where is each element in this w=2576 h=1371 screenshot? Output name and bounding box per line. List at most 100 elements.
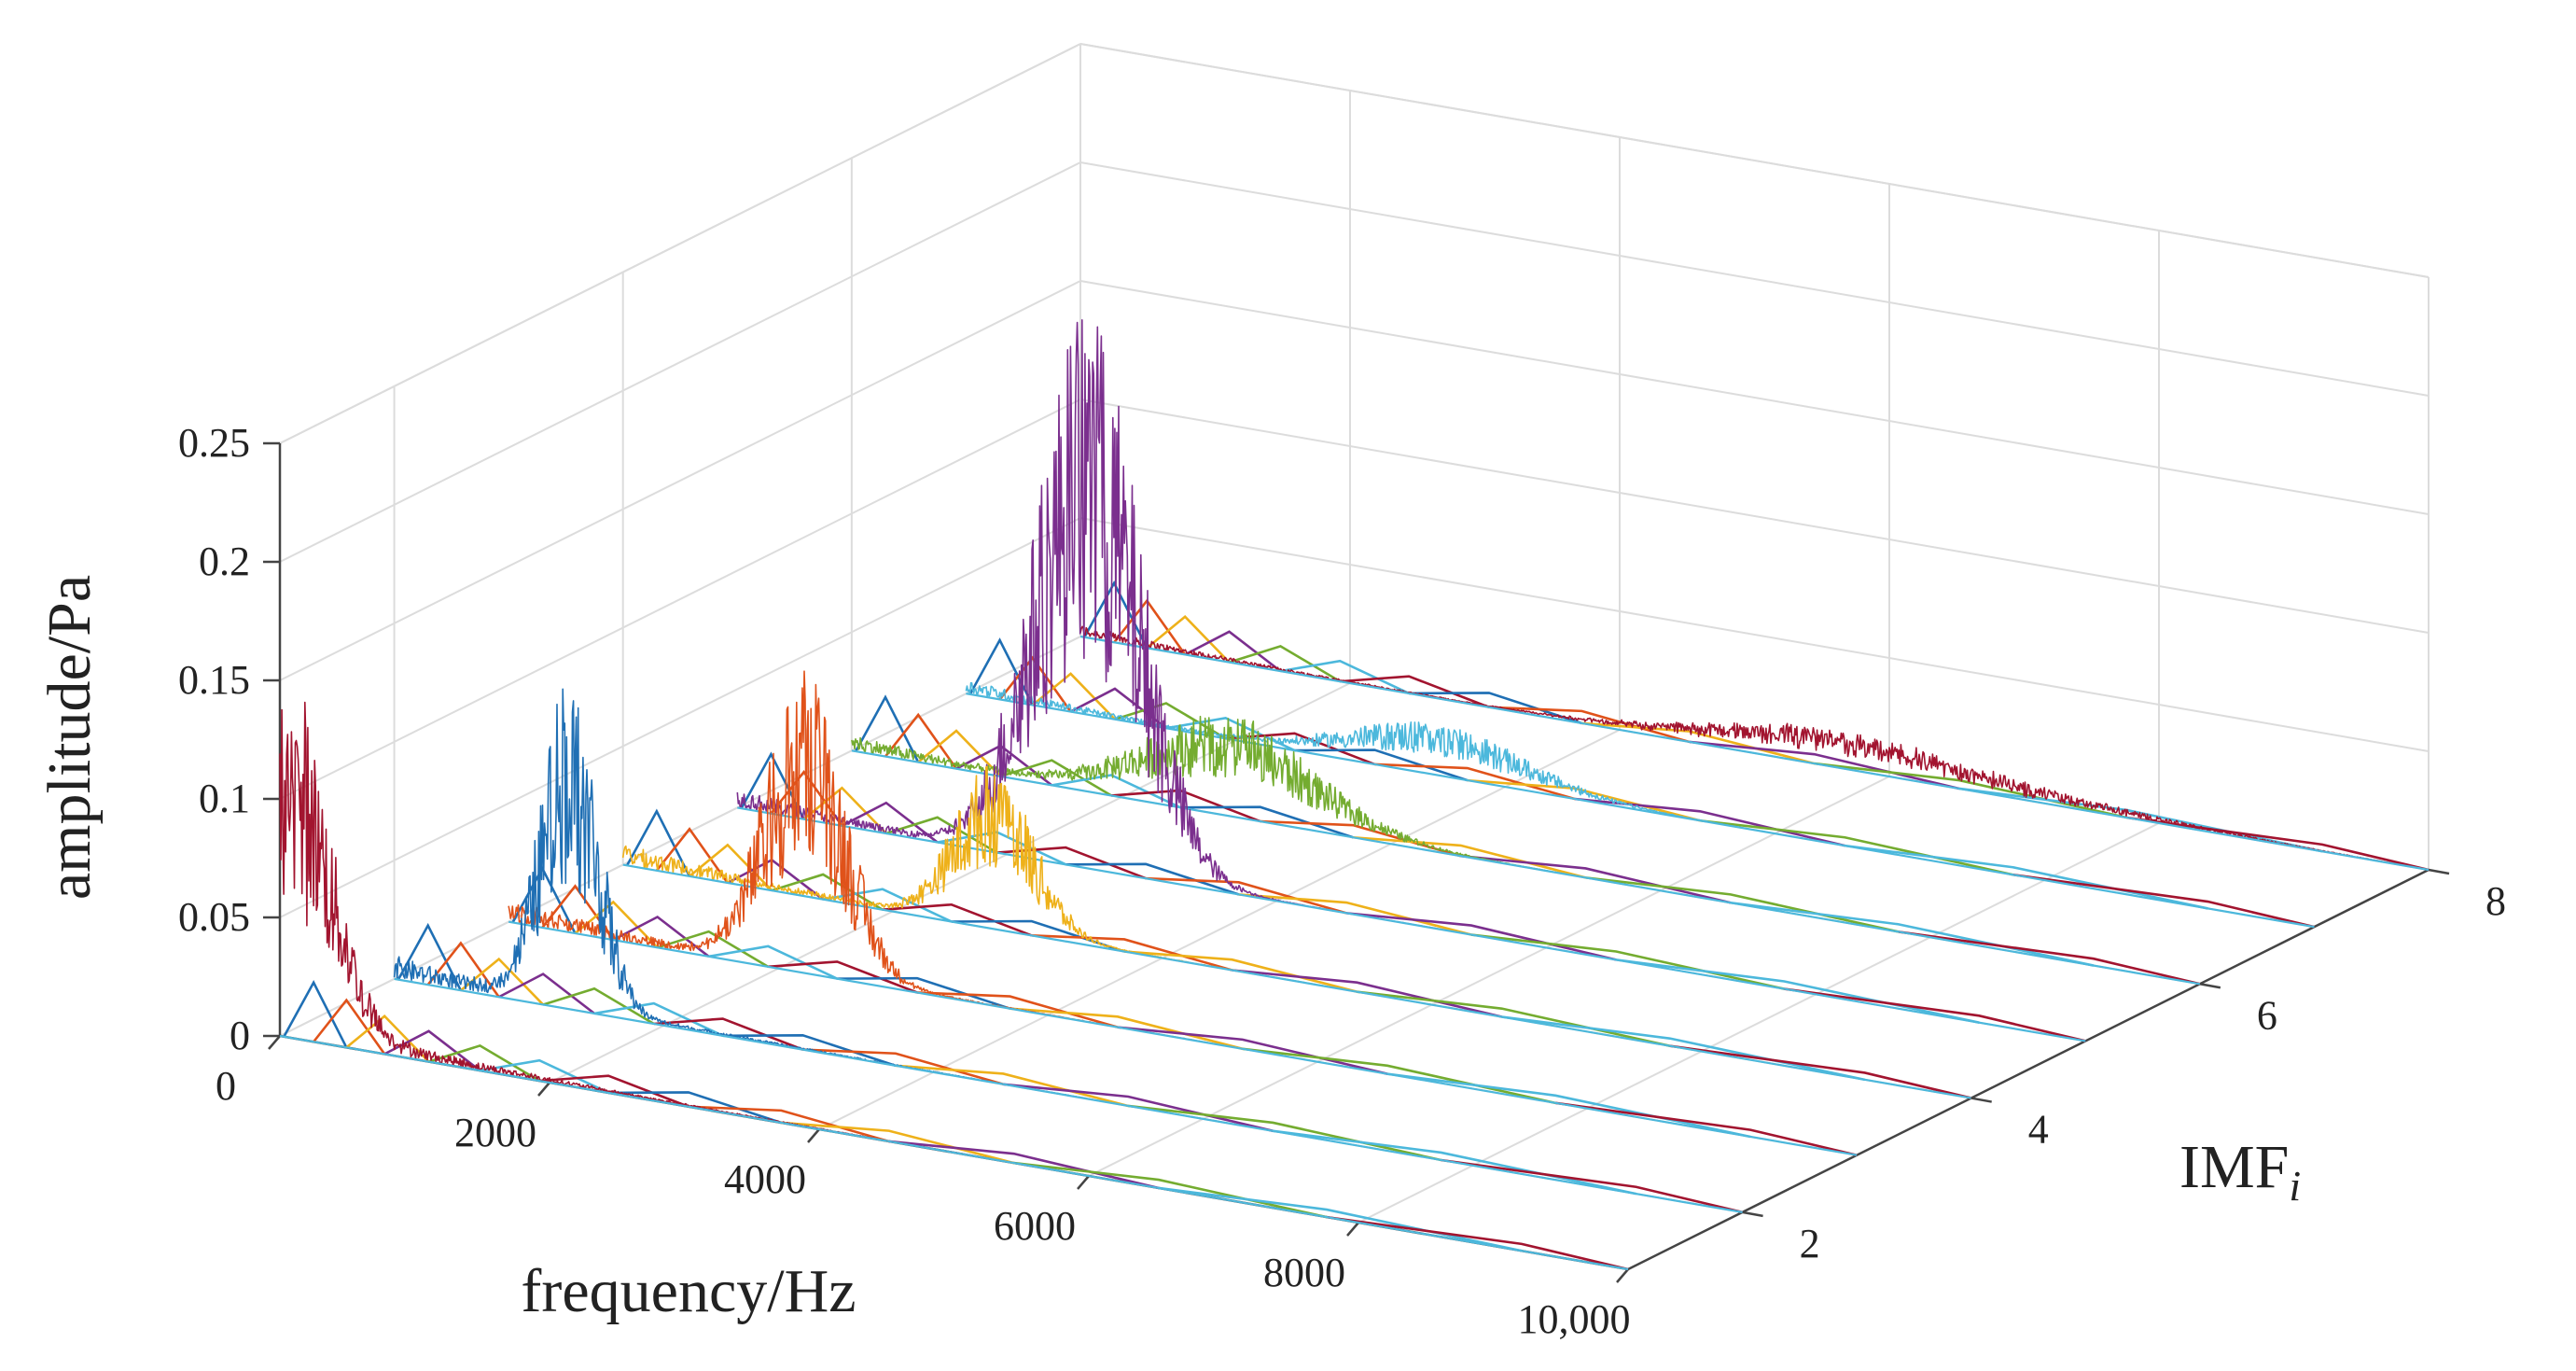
y-tick-mark (2428, 868, 2450, 875)
axis-layer: 0 0.05 0.1 0.15 0.2 0.25 0 2000 4000 6000 8000 10,0… (178, 420, 2506, 1342)
filter-bank-triangle (313, 998, 386, 1056)
x-tick-label: 2000 (454, 1110, 536, 1155)
series-baseline (622, 863, 1971, 1099)
z-tick-label: 0.25 (178, 420, 250, 466)
left-wall-grid-horizontal (279, 280, 1081, 681)
filter-bank-triangle (655, 827, 729, 884)
filter-bank-triangle (1898, 930, 2201, 986)
y-tick-mark (2199, 983, 2221, 989)
filter-bank-triangle (1555, 1101, 1858, 1156)
x-tick-label: 8000 (1263, 1250, 1345, 1295)
filter-bank-triangle (1280, 659, 1410, 695)
series-baseline (394, 977, 1743, 1213)
series-imf-3 (508, 670, 1858, 1156)
y-tick-label: 4 (2028, 1107, 2049, 1153)
y-axis-line (1627, 868, 2430, 1271)
series-baseline (966, 692, 2315, 929)
series-imf-5 (736, 318, 2086, 1042)
z-tick-label: 0.2 (199, 539, 250, 584)
filter-bank-triangle (1273, 1129, 1636, 1196)
filter-bank-triangle (1123, 950, 1358, 993)
filter-bank-triangle (1669, 1044, 1972, 1099)
spectrum-trace (279, 701, 1629, 1270)
series-imf-2 (393, 688, 1743, 1214)
filter-bank-triangle (625, 808, 691, 877)
filter-bank-triangle (593, 1001, 724, 1037)
filter-bank-triangle (1326, 1215, 1629, 1271)
filter-bank-triangle (1730, 901, 2095, 967)
filter-bank-triangle (1260, 819, 1461, 858)
y-tick-mark (1970, 1097, 1992, 1103)
filter-bank-triangle (653, 1017, 803, 1051)
series-baseline (851, 749, 2201, 986)
x-tick-label: 4000 (724, 1156, 806, 1202)
y-axis-title-subscript: i (2289, 1162, 2301, 1210)
filter-bank-triangle (888, 1140, 1160, 1190)
box-edge-top-left (279, 43, 1081, 444)
z-tick-label: 0.1 (199, 776, 250, 821)
z-axis-title: amplitude/Pa (35, 575, 104, 900)
filter-bank-triangle (1374, 762, 1576, 801)
filter-bank-triangle (1031, 934, 1232, 972)
filter-bank-triangle (1616, 958, 1980, 1024)
label-layer: amplitude/Pa frequency/Hz IMFi (35, 575, 2301, 1325)
floor-grid-line-f (818, 729, 1621, 1130)
filter-bank-triangle (1845, 844, 2208, 910)
filter-bank-triangle (1158, 1186, 1523, 1252)
filter-bank-triangle (837, 976, 1010, 1010)
filter-bank-triangle (802, 786, 887, 834)
filter-bank-triangle (841, 801, 939, 844)
x-tick-mark (537, 1082, 550, 1097)
filter-bank-triangle (1784, 987, 2086, 1042)
filter-bank-triangle (771, 873, 884, 911)
filter-bank-triangle (283, 979, 348, 1048)
box-edge-top-back (1079, 43, 2430, 278)
x-tick-mark (807, 1128, 820, 1143)
filter-bank-triangle (1238, 893, 1472, 936)
filter-bank-triangle (1146, 615, 1231, 664)
filter-bank-triangle (1441, 1158, 1743, 1214)
filter-bank-triangle (722, 1033, 897, 1068)
filter-bank-triangle (1010, 1007, 1244, 1051)
filter-bank-triangle (1242, 1047, 1556, 1105)
filter-bank-triangle (802, 1048, 1004, 1086)
filter-bank-triangle (1501, 1015, 1865, 1082)
filter-bank-triangle (1460, 854, 1732, 904)
filter-bank-triangle (1117, 1026, 1388, 1075)
left-wall-grid-horizontal (279, 517, 1081, 918)
series-imf-7 (965, 637, 2315, 929)
series-imf-1 (279, 701, 1629, 1271)
x-tick-label: 6000 (994, 1203, 1076, 1249)
filter-bank-triangle (1184, 630, 1282, 673)
filter-bank-triangle (708, 944, 838, 980)
x-axis-title: frequency/Hz (521, 1257, 856, 1325)
filter-bank-triangle (768, 960, 918, 994)
filter-bank-triangle (1128, 1104, 1441, 1162)
filter-bank-triangle (1345, 912, 1617, 961)
left-wall-grid-horizontal (279, 399, 1081, 800)
filter-bank-triangle (1386, 1072, 1751, 1139)
z-tick-label: 0 (230, 1013, 250, 1058)
filter-bank-triangle (916, 991, 1119, 1028)
filter-bank-triangle (657, 930, 770, 968)
filter-bank-triangle (1146, 876, 1347, 915)
x-tick-mark (268, 1035, 281, 1050)
filter-bank-triangle (1003, 1083, 1274, 1133)
x-tick-label: 0 (216, 1063, 236, 1109)
filter-bank-triangle (1229, 644, 1341, 683)
filter-bank-triangle (2012, 873, 2315, 929)
filter-bank-triangle (1232, 969, 1502, 1018)
filter-bank-triangle (999, 759, 1112, 797)
filter-bank-triangle (1409, 692, 1582, 725)
filter-bank-triangle (542, 986, 655, 1026)
filter-bank-triangle (998, 655, 1072, 713)
filter-bank-triangle (1585, 876, 1900, 933)
y-axis-title: IMFi (2179, 1133, 2301, 1210)
filter-bank-triangle (689, 843, 773, 892)
filter-bank-triangle (1294, 748, 1469, 782)
x-tick-mark (1077, 1175, 1090, 1190)
back-wall-grid-horizontal (1079, 280, 2430, 515)
filter-bank-triangle (1581, 721, 1815, 765)
filter-bank-triangle (428, 1043, 540, 1083)
